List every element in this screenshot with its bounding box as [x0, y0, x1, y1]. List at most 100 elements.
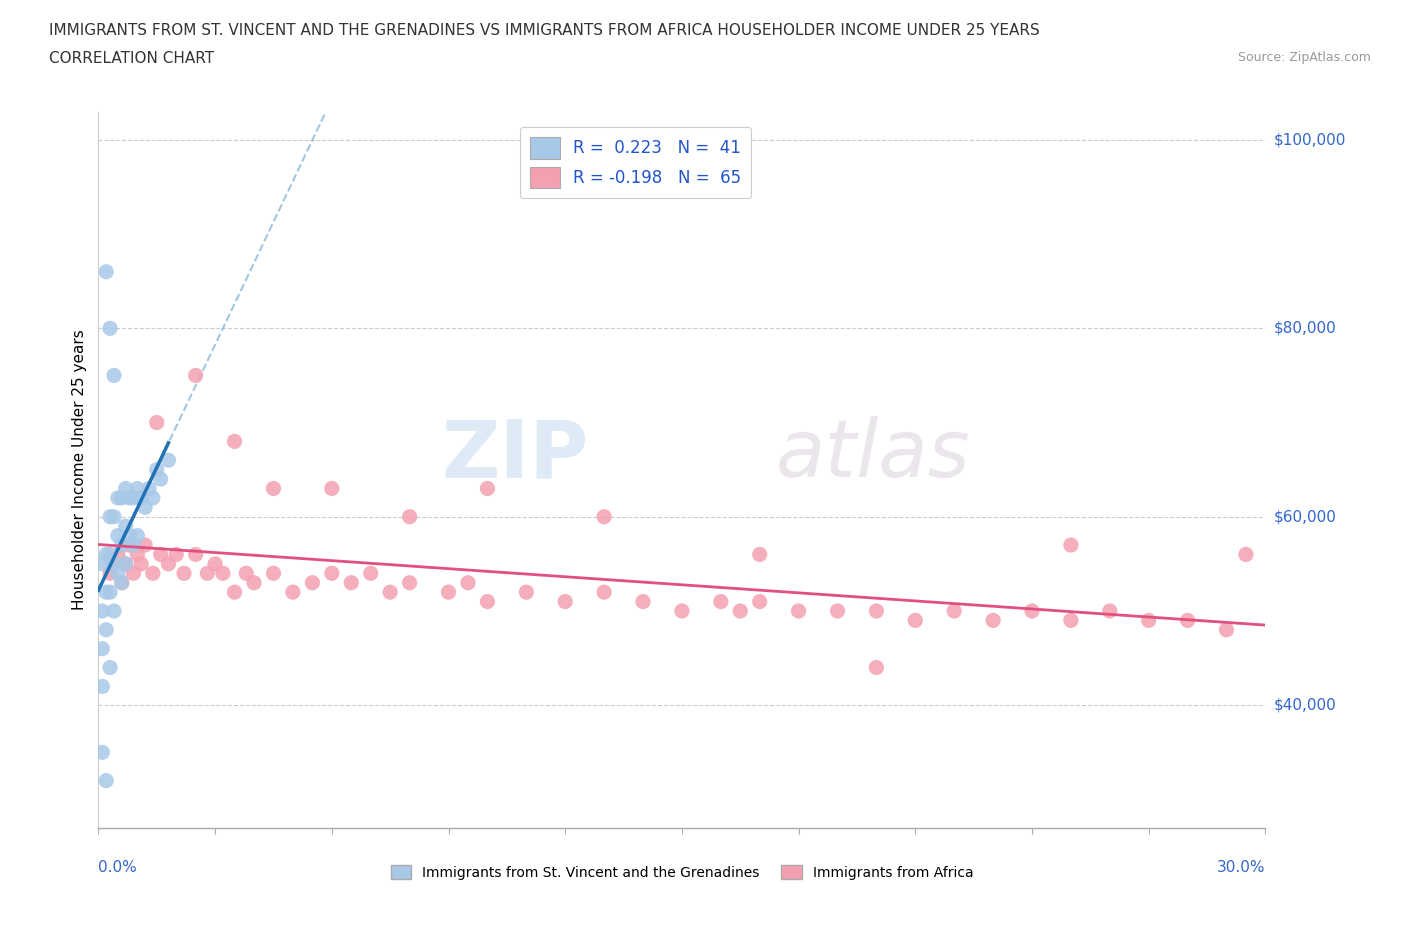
Point [671, 604, 693, 618]
Point [321, 481, 343, 496]
Point [96, 547, 118, 562]
Point [114, 556, 136, 571]
Point [114, 481, 136, 496]
Point [91, 679, 114, 694]
Point [224, 434, 246, 449]
Point [149, 547, 172, 562]
Point [91, 745, 114, 760]
Point [981, 613, 1004, 628]
Point [111, 490, 134, 505]
Point [98, 321, 121, 336]
Point [457, 576, 479, 591]
Point [730, 604, 752, 618]
Point [321, 565, 343, 580]
Point [129, 556, 152, 571]
Point [96, 773, 118, 788]
Point [301, 576, 323, 591]
Point [98, 510, 121, 525]
Point [138, 481, 160, 496]
Point [142, 565, 165, 580]
Point [243, 576, 266, 591]
Text: $40,000: $40,000 [1274, 698, 1337, 712]
Point [748, 547, 770, 562]
Point [593, 510, 616, 525]
Text: $80,000: $80,000 [1274, 321, 1337, 336]
Point [165, 547, 187, 562]
Y-axis label: Householder Income Under 25 years: Householder Income Under 25 years [72, 329, 87, 610]
Point [103, 510, 125, 525]
Point [103, 556, 125, 571]
Point [134, 500, 156, 515]
Point [380, 585, 402, 600]
Point [477, 594, 499, 609]
Point [103, 604, 125, 618]
Point [554, 594, 576, 609]
Point [96, 585, 118, 600]
Point [235, 565, 257, 580]
Point [184, 368, 207, 383]
Point [787, 604, 810, 618]
Point [1234, 547, 1257, 562]
Point [127, 481, 149, 496]
Point [107, 547, 129, 562]
Point [107, 565, 129, 580]
Point [398, 576, 420, 591]
Point [118, 538, 141, 552]
Point [865, 604, 887, 618]
Point [204, 556, 226, 571]
Point [710, 594, 733, 609]
Text: Source: ZipAtlas.com: Source: ZipAtlas.com [1237, 51, 1371, 64]
Point [340, 576, 363, 591]
Point [748, 594, 770, 609]
Point [827, 604, 849, 618]
Point [98, 585, 121, 600]
Point [98, 565, 121, 580]
Point [157, 556, 180, 571]
Point [107, 528, 129, 543]
Point [224, 585, 246, 600]
Point [91, 556, 114, 571]
Text: atlas: atlas [775, 417, 970, 495]
Point [173, 565, 195, 580]
Point [91, 642, 114, 657]
Point [111, 538, 134, 552]
Text: IMMIGRANTS FROM ST. VINCENT AND THE GRENADINES VS IMMIGRANTS FROM AFRICA HOUSEHO: IMMIGRANTS FROM ST. VINCENT AND THE GREN… [49, 23, 1040, 38]
Point [149, 472, 172, 486]
Point [1060, 613, 1083, 628]
Point [865, 660, 887, 675]
Point [103, 368, 125, 383]
Legend: Immigrants from St. Vincent and the Grenadines, Immigrants from Africa: Immigrants from St. Vincent and the Gren… [385, 859, 979, 885]
Point [593, 585, 616, 600]
Point [1177, 613, 1199, 628]
Point [195, 565, 218, 580]
Text: ZIP: ZIP [441, 417, 589, 495]
Point [1098, 604, 1121, 618]
Point [103, 556, 125, 571]
Point [91, 604, 114, 618]
Point [134, 538, 156, 552]
Point [111, 576, 134, 591]
Text: 30.0%: 30.0% [1218, 860, 1265, 875]
Point [1137, 613, 1160, 628]
Point [107, 490, 129, 505]
Point [98, 547, 121, 562]
Point [184, 547, 207, 562]
Point [1215, 622, 1237, 637]
Point [262, 565, 284, 580]
Point [360, 565, 382, 580]
Point [127, 547, 149, 562]
Point [98, 660, 121, 675]
Text: $60,000: $60,000 [1274, 510, 1337, 525]
Point [111, 576, 134, 591]
Point [96, 264, 118, 279]
Point [146, 415, 169, 430]
Point [118, 528, 141, 543]
Point [96, 622, 118, 637]
Text: $100,000: $100,000 [1274, 132, 1346, 147]
Point [129, 490, 152, 505]
Text: 0.0%: 0.0% [98, 860, 138, 875]
Point [122, 538, 145, 552]
Point [437, 585, 460, 600]
Point [631, 594, 654, 609]
Point [146, 462, 169, 477]
